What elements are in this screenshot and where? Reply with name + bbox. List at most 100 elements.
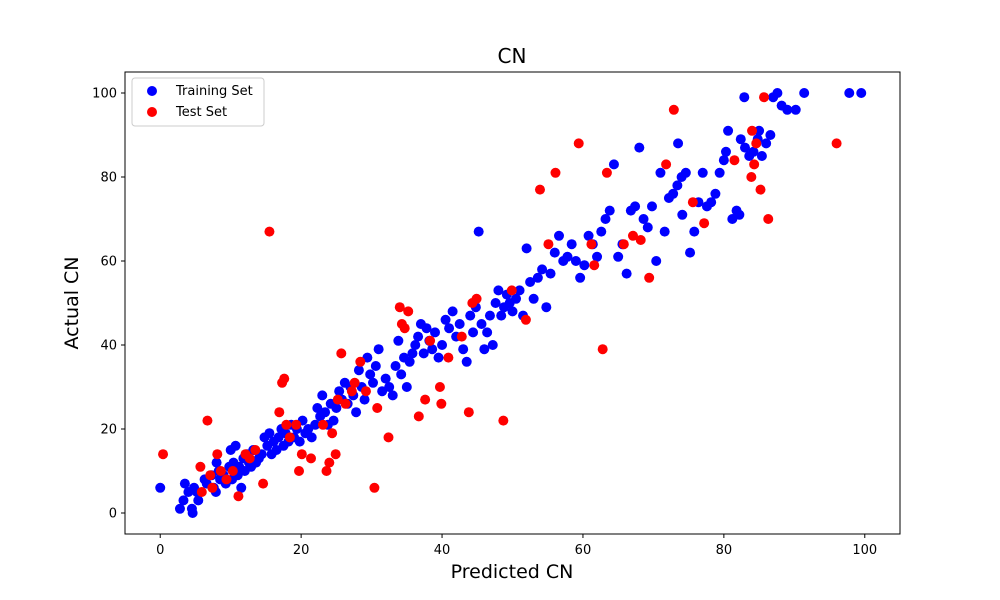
legend-label-test-set: Test Set bbox=[175, 105, 227, 120]
test-point bbox=[360, 386, 371, 397]
training-point bbox=[600, 214, 611, 224]
test-point bbox=[227, 466, 238, 476]
training-point bbox=[444, 323, 455, 334]
test-point bbox=[687, 197, 698, 208]
training-point bbox=[454, 319, 465, 329]
training-point bbox=[718, 155, 729, 166]
training-point bbox=[351, 407, 362, 418]
test-point bbox=[763, 214, 774, 224]
training-point bbox=[187, 508, 198, 518]
training-point bbox=[440, 314, 451, 325]
x-tick-label: 20 bbox=[293, 543, 310, 558]
test-point bbox=[506, 285, 517, 296]
training-point bbox=[525, 277, 536, 287]
test-point bbox=[296, 449, 307, 460]
training-point bbox=[511, 293, 522, 304]
training-point bbox=[613, 251, 624, 262]
test-point bbox=[434, 382, 445, 392]
training-point bbox=[393, 335, 404, 346]
test-point bbox=[618, 239, 629, 250]
training-point bbox=[642, 222, 653, 233]
test-point bbox=[751, 138, 762, 149]
training-point bbox=[621, 268, 632, 279]
test-point bbox=[202, 415, 213, 426]
training-point bbox=[672, 180, 683, 191]
test-point bbox=[644, 272, 655, 283]
training-point bbox=[659, 226, 670, 237]
test-point bbox=[399, 323, 410, 334]
training-point bbox=[433, 352, 444, 363]
training-point bbox=[476, 319, 487, 329]
training-point bbox=[554, 230, 564, 241]
training-point bbox=[230, 440, 241, 451]
test-point bbox=[436, 398, 447, 409]
y-tick-label: 60 bbox=[100, 255, 117, 270]
y-tick-label: 40 bbox=[100, 339, 117, 354]
training-point bbox=[596, 226, 607, 237]
training-point bbox=[655, 167, 666, 178]
chart-title: CN bbox=[498, 44, 527, 68]
test-point bbox=[589, 260, 600, 271]
training-point bbox=[630, 201, 641, 212]
test-point bbox=[627, 230, 638, 241]
test-point bbox=[158, 449, 169, 460]
training-point bbox=[496, 310, 507, 321]
test-point bbox=[755, 184, 766, 195]
test-point bbox=[394, 302, 405, 313]
test-point bbox=[324, 457, 335, 468]
training-point bbox=[735, 134, 746, 145]
test-point bbox=[355, 356, 366, 367]
training-point bbox=[306, 432, 317, 443]
training-point bbox=[507, 306, 518, 317]
training-point bbox=[479, 344, 490, 355]
test-point bbox=[205, 470, 216, 481]
y-axis-label: Actual CN bbox=[61, 256, 83, 349]
training-point bbox=[608, 159, 619, 170]
training-point bbox=[545, 268, 556, 279]
training-point bbox=[387, 390, 398, 401]
test-point bbox=[327, 428, 338, 439]
test-point bbox=[274, 407, 285, 418]
training-point bbox=[493, 285, 504, 296]
training-point bbox=[174, 503, 185, 514]
training-point bbox=[689, 226, 700, 237]
test-point bbox=[729, 155, 740, 166]
training-point bbox=[592, 251, 603, 262]
test-point bbox=[369, 482, 380, 493]
test-point bbox=[330, 449, 341, 460]
training-point bbox=[541, 302, 552, 313]
test-point bbox=[635, 235, 646, 245]
training-point bbox=[647, 201, 657, 212]
test-point bbox=[383, 432, 394, 443]
training-point bbox=[570, 256, 581, 266]
test-point bbox=[244, 453, 255, 464]
y-axis: 0 20 40 60 80 100 bbox=[92, 87, 125, 522]
test-point bbox=[759, 92, 770, 103]
training-point bbox=[754, 125, 765, 136]
y-tick-label: 100 bbox=[92, 87, 117, 102]
test-point bbox=[281, 419, 292, 430]
training-point bbox=[720, 146, 731, 157]
test-point bbox=[425, 335, 436, 346]
training-point bbox=[334, 386, 345, 397]
test-point bbox=[661, 159, 672, 170]
training-point bbox=[264, 428, 275, 439]
test-point bbox=[317, 419, 328, 430]
training-point bbox=[178, 495, 189, 506]
training-point bbox=[651, 256, 662, 266]
training-point bbox=[537, 264, 548, 275]
training-point bbox=[421, 323, 432, 334]
training-point bbox=[331, 403, 342, 413]
plot-area bbox=[155, 88, 867, 518]
training-point bbox=[528, 293, 539, 304]
training-point bbox=[390, 361, 401, 371]
training-point bbox=[447, 306, 458, 317]
training-point bbox=[514, 285, 525, 296]
x-tick-label: 40 bbox=[434, 543, 451, 558]
series-test-set bbox=[158, 92, 842, 502]
training-point bbox=[465, 310, 476, 321]
test-point bbox=[221, 474, 232, 485]
training-point bbox=[370, 361, 381, 371]
training-point bbox=[155, 482, 166, 493]
training-point bbox=[359, 394, 370, 405]
